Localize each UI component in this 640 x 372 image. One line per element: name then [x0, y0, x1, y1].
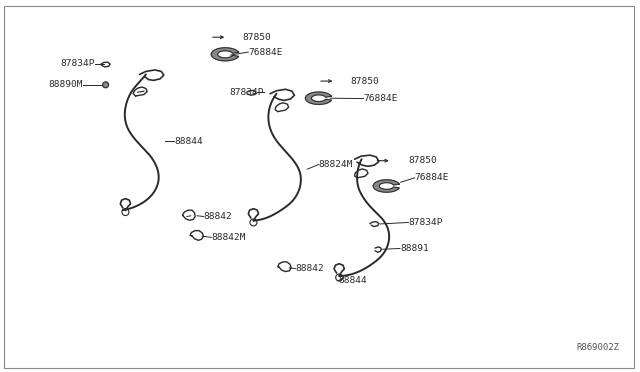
- Circle shape: [336, 274, 342, 281]
- Text: 88842M: 88842M: [211, 233, 246, 242]
- Text: R869002Z: R869002Z: [577, 343, 620, 352]
- Circle shape: [122, 209, 129, 215]
- Text: 88844: 88844: [338, 276, 367, 285]
- Circle shape: [250, 219, 257, 226]
- Text: 88891: 88891: [400, 244, 429, 253]
- Text: 87834P: 87834P: [60, 60, 95, 68]
- Text: 87850: 87850: [242, 33, 271, 42]
- Polygon shape: [305, 92, 332, 105]
- Circle shape: [102, 82, 109, 88]
- Text: 87834P: 87834P: [408, 218, 443, 227]
- Text: 88842: 88842: [296, 264, 324, 273]
- Text: 88844: 88844: [174, 137, 203, 146]
- Text: 87850: 87850: [408, 156, 437, 165]
- Text: 88824M: 88824M: [319, 160, 353, 169]
- Text: 88890M: 88890M: [49, 80, 83, 89]
- Text: 76884E: 76884E: [248, 48, 283, 57]
- Text: 87834P: 87834P: [229, 88, 264, 97]
- Text: 76884E: 76884E: [364, 94, 398, 103]
- Polygon shape: [373, 180, 399, 192]
- Text: 76884E: 76884E: [415, 173, 449, 182]
- Text: 88842: 88842: [204, 212, 232, 221]
- Polygon shape: [211, 48, 239, 61]
- Text: 87850: 87850: [351, 77, 380, 86]
